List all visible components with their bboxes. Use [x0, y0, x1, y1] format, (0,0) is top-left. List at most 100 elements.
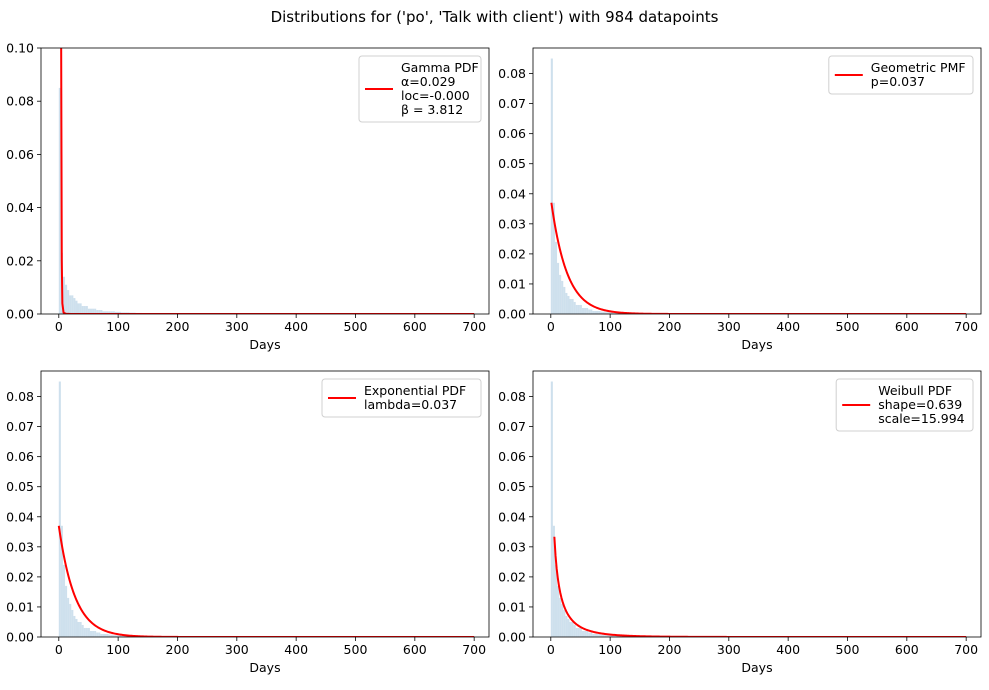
histogram-bar	[83, 627, 86, 637]
histogram-bar	[123, 635, 126, 637]
histogram-bar	[89, 630, 93, 637]
y-tick-label: 0.02	[6, 253, 34, 268]
weibull-subplot: 0 100 200 300 400 500 600 700 0.00 0.01 0.02 0.03 0.…	[498, 370, 982, 675]
x-tick-label: 200	[166, 642, 190, 657]
x-tick-label: 0	[55, 319, 63, 334]
histogram-bar	[557, 262, 560, 314]
histogram-bar	[575, 627, 578, 637]
axes-frame	[532, 47, 982, 315]
histogram-bar	[588, 632, 591, 637]
x-tick-label: 0	[55, 642, 63, 657]
histogram-bar	[565, 292, 568, 314]
x-tick-label: 600	[895, 319, 919, 334]
y-tick-label: 0.04	[498, 509, 526, 524]
fit-curve-line	[60, 48, 475, 314]
axes-frame	[40, 47, 490, 315]
histogram-bar	[604, 312, 607, 314]
histogram-bar	[554, 564, 558, 637]
y-tick-label: 0.01	[6, 599, 34, 614]
histogram-bar	[586, 307, 589, 314]
histogram-bar	[606, 312, 609, 314]
y-tick-label: 0.07	[498, 96, 526, 111]
y-tick-label: 0.03	[498, 216, 526, 231]
histogram-bar	[557, 585, 560, 637]
y-tick-label: 0.08	[6, 389, 34, 404]
fit-curve-line	[553, 536, 967, 637]
histogram-bar	[615, 635, 618, 637]
histogram-bar	[81, 306, 84, 314]
x-tick-label: 200	[166, 319, 190, 334]
histogram-bar	[554, 241, 558, 314]
histogram-bar	[563, 609, 566, 637]
geometric-subplot: 0 100 200 300 400 500 600 700 0.00 0.01 0.02 0.03 0.…	[498, 47, 982, 352]
histogram-bar	[571, 298, 574, 314]
histogram-bar	[73, 298, 76, 314]
histogram-bar	[559, 597, 562, 637]
histogram-bar	[619, 636, 622, 637]
histogram-bar	[596, 633, 599, 637]
x-tick-label: 700	[954, 319, 978, 334]
histogram-bar	[598, 310, 601, 314]
histogram-bar	[552, 202, 555, 314]
x-tick-label: 400	[776, 642, 800, 657]
y-tick-label: 0.04	[6, 509, 34, 524]
x-tick-label: 700	[462, 642, 486, 657]
histogram-bar	[110, 634, 113, 637]
histogram-bar	[85, 306, 88, 314]
x-tick-label: 500	[836, 642, 860, 657]
x-tick-label: 400	[284, 642, 308, 657]
histogram-bar	[108, 634, 111, 637]
y-tick-label: 0.03	[6, 539, 34, 554]
y-tick-label: 0.06	[6, 147, 34, 162]
x-axis-label: Days	[249, 660, 280, 675]
histogram-bar	[617, 313, 620, 314]
histogram-bar	[67, 597, 70, 637]
histogram-bar	[102, 311, 105, 314]
x-tick-label: 500	[344, 642, 368, 657]
histogram-bar	[608, 312, 612, 314]
histogram-bar	[62, 564, 66, 637]
histogram-bar	[579, 627, 582, 637]
histogram-bar	[617, 636, 620, 637]
histogram-bar	[112, 635, 115, 637]
histogram-bar	[65, 284, 68, 314]
x-tick-label: 300	[225, 319, 249, 334]
histogram-bar	[102, 633, 105, 637]
histogram-bar	[100, 310, 103, 314]
plot-area	[57, 381, 475, 637]
y-tick-label: 0.08	[498, 389, 526, 404]
histogram-bar	[69, 603, 72, 637]
plot-area	[58, 48, 475, 314]
histogram-bar	[584, 630, 587, 637]
histogram-bar	[75, 618, 78, 637]
x-tick-label: 200	[658, 319, 682, 334]
histogram-bar	[60, 525, 63, 637]
histogram-bar	[611, 635, 614, 637]
histogram-bar	[569, 298, 572, 314]
histogram-bar	[567, 618, 570, 637]
histogram-bar	[92, 308, 95, 314]
y-tick-label: 0.02	[498, 569, 526, 584]
gamma-subplot: 0 100 200 300 400 500 600 700 0.00 0.02 0.04 0.06 0.…	[6, 41, 490, 352]
y-tick-label: 0.00	[498, 307, 526, 322]
histogram-bar	[87, 627, 90, 637]
legend-box	[828, 55, 974, 95]
histogram-bar	[96, 310, 99, 314]
histogram-bar	[552, 525, 555, 637]
histogram-bar	[104, 311, 107, 314]
histogram-bar	[590, 309, 593, 314]
x-axis-label: Days	[741, 660, 772, 675]
y-tick-label: 0.06	[498, 126, 526, 141]
histogram-bar	[559, 274, 562, 314]
histogram-bar	[600, 634, 603, 637]
histogram-bar	[79, 621, 82, 637]
histogram-bar	[58, 87, 61, 314]
histogram-bar	[121, 635, 124, 637]
y-tick-label: 0.00	[6, 630, 34, 645]
histogram-bar	[71, 295, 74, 314]
histogram-bar	[594, 633, 597, 637]
histogram-bar	[114, 635, 117, 637]
